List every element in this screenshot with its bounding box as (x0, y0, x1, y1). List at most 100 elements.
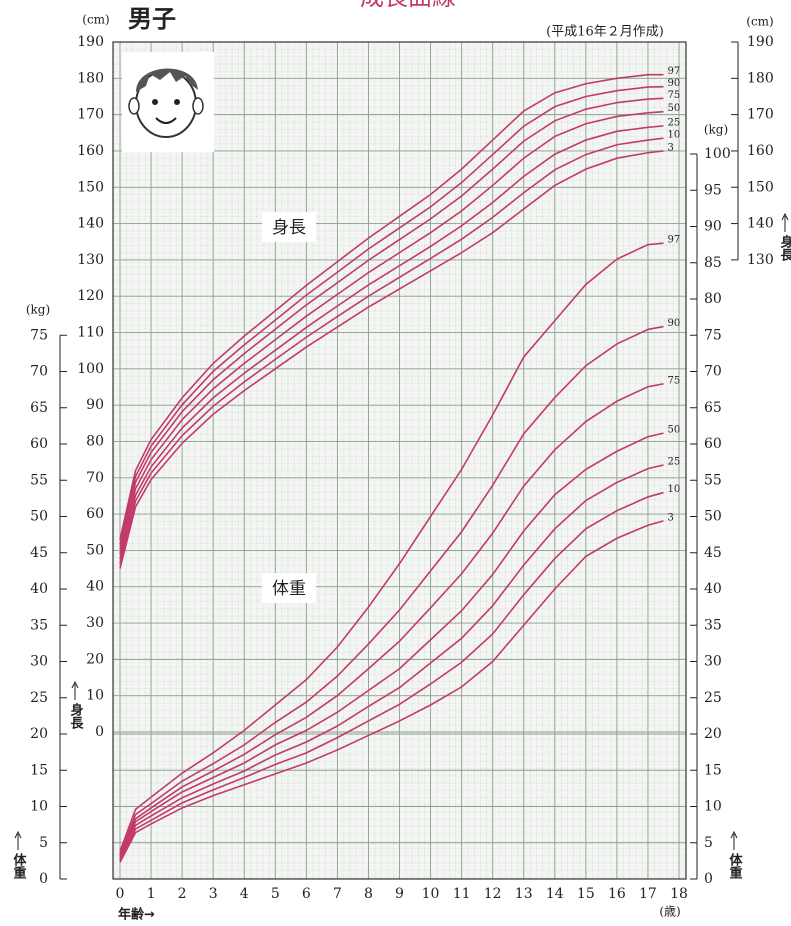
curve-label: 75 (667, 90, 680, 101)
y2-tick-label: 50 (704, 509, 722, 525)
x-tick-label: 17 (639, 886, 657, 902)
y-tick-label: 100 (77, 361, 104, 377)
x-tick-label: 13 (515, 886, 533, 902)
left-weight-tick-label: 5 (39, 835, 48, 851)
chart-note: (平成16年２月作成) (546, 25, 664, 40)
x-tick-label: 11 (453, 886, 471, 902)
x-tick-label: 2 (178, 886, 187, 902)
x-tick-label: 0 (116, 886, 125, 902)
y2-tick-label: 100 (704, 146, 731, 162)
height-axis-side-label: 身長 (68, 702, 84, 730)
x-tick-label: 9 (395, 886, 404, 902)
y-tick-label: 20 (86, 651, 104, 667)
curve-label: 90 (667, 318, 680, 329)
y2-tick-label: 95 (704, 182, 722, 198)
y-tick-label: 50 (86, 542, 104, 558)
y-unit-right: (cm) (746, 15, 773, 29)
y2-tick-label: 25 (704, 690, 722, 706)
y2-tick-label: 15 (704, 762, 722, 778)
y-tick-label: 130 (77, 252, 104, 268)
left-weight-tick-label: 70 (30, 364, 48, 380)
curve-label: 25 (667, 457, 680, 468)
face-illustration (122, 52, 214, 152)
y-tick-label: 150 (77, 179, 104, 195)
left-weight-tick-label: 30 (30, 654, 48, 670)
y-tick-label: 160 (77, 143, 104, 159)
x-tick-label: 1 (147, 886, 156, 902)
y2-tick-label: 30 (704, 654, 722, 670)
x-tick-label: 5 (271, 886, 280, 902)
y2-tick-label: 20 (704, 726, 722, 742)
curve-label: 50 (667, 103, 680, 114)
y2-tick-label: 35 (704, 617, 722, 633)
left-weight-tick-label: 25 (30, 690, 48, 706)
y2-tick-label: 5 (704, 835, 713, 851)
growth-chart: 成長曲線 男子 (平成16年２月作成) (cm) (cm) (kg) (kg) … (0, 0, 791, 926)
y2-unit: (kg) (704, 123, 728, 137)
curve-label: 75 (667, 375, 680, 386)
left-weight-tick-label: 75 (30, 327, 48, 343)
curve-label: 97 (667, 66, 680, 77)
height-axis-side-label-right: 身長 (778, 234, 791, 262)
curve-label: 3 (667, 512, 673, 523)
left-weight-tick-label: 40 (30, 581, 48, 597)
x-axis-label: 年齢→ (118, 907, 155, 923)
left-weight-tick-label: 45 (30, 545, 48, 561)
y-tick-label: 190 (77, 34, 104, 50)
y2-tick-label: 75 (704, 327, 722, 343)
curve-label: 50 (667, 425, 680, 436)
curve-label: 3 (667, 142, 673, 153)
y-tick-label: 60 (86, 506, 104, 522)
right-height-tick-label: 170 (747, 107, 774, 123)
left-weight-tick-label: 0 (39, 871, 48, 887)
x-tick-label: 14 (546, 886, 564, 902)
y2-tick-label: 85 (704, 255, 722, 271)
x-tick-label: 12 (484, 886, 502, 902)
y2-unit-left: (kg) (26, 303, 50, 317)
right-height-tick-label: 150 (747, 179, 774, 195)
curve-label: 10 (667, 130, 680, 141)
x-tick-label: 16 (608, 886, 626, 902)
y2-tick-label: 40 (704, 581, 722, 597)
left-weight-tick-label: 60 (30, 436, 48, 452)
y-tick-label: 80 (86, 433, 104, 449)
y2-tick-label: 55 (704, 472, 722, 488)
left-weight-tick-label: 55 (30, 472, 48, 488)
right-height-tick-label: 190 (747, 34, 774, 50)
right-height-tick-label: 180 (747, 70, 774, 86)
height-area-label: 身長 (272, 218, 306, 238)
y2-tick-label: 0 (704, 871, 713, 887)
x-tick-label: 8 (364, 886, 373, 902)
left-weight-tick-label: 15 (30, 762, 48, 778)
x-tick-label: 7 (333, 886, 342, 902)
y2-tick-label: 65 (704, 400, 722, 416)
weight-axis-side-label-right: 体重 (727, 852, 743, 880)
x-tick-label: 6 (302, 886, 311, 902)
y-tick-label: 180 (77, 70, 104, 86)
left-weight-tick-label: 65 (30, 400, 48, 416)
right-height-tick-label: 130 (747, 252, 774, 268)
curve-label: 97 (667, 235, 680, 246)
y2-tick-label: 70 (704, 364, 722, 380)
x-tick-label: 15 (577, 886, 595, 902)
curve-label: 25 (667, 117, 680, 128)
y-tick-label: 10 (86, 688, 104, 704)
y2-tick-label: 10 (704, 799, 722, 815)
curve-label: 90 (667, 78, 680, 89)
y-tick-label: 120 (77, 288, 104, 304)
x-tick-label: 18 (670, 886, 688, 902)
left-weight-tick-label: 35 (30, 617, 48, 633)
y-tick-label: 140 (77, 216, 104, 232)
y-tick-label: 110 (77, 325, 104, 341)
right-height-tick-label: 140 (747, 216, 774, 232)
x-unit: (歳) (659, 905, 680, 919)
curve-label: 10 (667, 484, 680, 495)
right-height-tick-label: 160 (747, 143, 774, 159)
weight-area-label: 体重 (272, 579, 306, 599)
y-tick-label: 40 (86, 579, 104, 595)
left-weight-tick-label: 50 (30, 509, 48, 525)
y-tick-label: 30 (86, 615, 104, 631)
x-tick-label: 4 (240, 886, 249, 902)
x-tick-label: 3 (209, 886, 218, 902)
y-tick-label: 70 (86, 470, 104, 486)
